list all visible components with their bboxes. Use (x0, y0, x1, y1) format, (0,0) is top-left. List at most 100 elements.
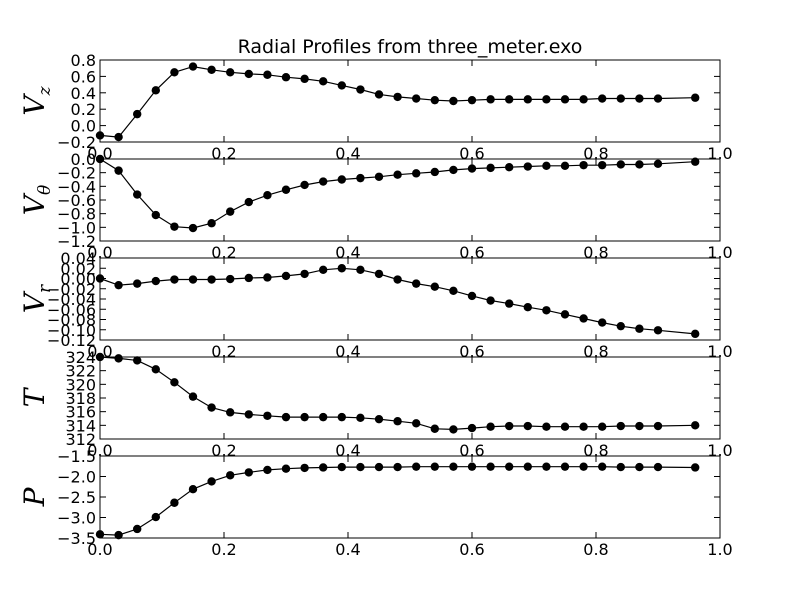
data-point (319, 463, 328, 472)
y-tick-label: 0.0 (71, 150, 96, 169)
data-point (319, 265, 328, 274)
data-point (244, 273, 253, 283)
subplot-3: 0.0 0.2 0.4 0.6 0.8 1.0 −0.12−0.10−0.08−0.06−0… (18, 249, 733, 361)
x-tick-label: 0.4 (335, 243, 360, 262)
data-point (412, 169, 421, 178)
y-tick-label: −1.5 (57, 447, 96, 466)
data-point (430, 95, 439, 105)
data-point (449, 462, 458, 471)
data-point (542, 306, 551, 315)
y-tick-label: −3.0 (57, 509, 96, 528)
data-point (486, 95, 495, 104)
data-point (393, 275, 402, 284)
y-tick-label: −0.10 (47, 321, 96, 340)
data-point (393, 92, 402, 102)
data-point (300, 463, 309, 473)
data-point (356, 265, 365, 274)
y-tick-label: 0.00 (60, 270, 96, 289)
y-tick-label: −3.5 (57, 529, 96, 548)
y-tick-label: 314 (65, 416, 96, 435)
y-tick-label: 316 (65, 403, 96, 422)
data-point (579, 95, 588, 104)
data-point (449, 425, 458, 434)
data-point (653, 159, 663, 168)
data-point (207, 219, 216, 228)
y-tick-label: −0.8 (57, 205, 96, 224)
data-point (319, 412, 328, 422)
y-tick-label: 320 (65, 375, 96, 394)
data-point (598, 422, 607, 431)
data-point (95, 352, 105, 362)
data-point (319, 177, 328, 186)
y-tick-label: −0.4 (57, 177, 96, 196)
y-tick-label: −0.12 (47, 331, 96, 350)
data-point (635, 160, 644, 169)
y-axis-label-symbol: P (18, 486, 51, 507)
data-point (560, 95, 570, 104)
data-point (691, 329, 700, 339)
data-point (356, 173, 365, 183)
data-point (635, 94, 644, 103)
data-point (560, 310, 570, 319)
x-tick-label: 0.8 (583, 441, 608, 460)
x-tick-label: 0.0 (87, 342, 112, 361)
data-point (244, 410, 253, 419)
y-axis-label-symbol: V (18, 290, 51, 313)
data-point (598, 160, 607, 170)
data-point (505, 299, 514, 308)
data-point (300, 412, 309, 422)
data-point (467, 291, 477, 301)
data-point (505, 163, 514, 172)
y-axis-label-subscript: θ (35, 185, 55, 195)
y-tick-label: −2.5 (57, 488, 96, 507)
data-point (560, 422, 570, 431)
data-point (560, 161, 570, 171)
data-point (281, 412, 291, 422)
data-point (133, 356, 142, 365)
data-point (430, 462, 439, 471)
data-point (95, 274, 105, 283)
data-point (635, 462, 644, 472)
data-point (412, 279, 421, 288)
data-point (337, 264, 346, 273)
data-point (356, 413, 365, 423)
data-point (300, 180, 309, 190)
x-tick-label: 0.6 (459, 441, 484, 460)
data-point (133, 524, 142, 534)
data-point (244, 197, 253, 207)
data-point (523, 162, 532, 171)
data-point (281, 73, 291, 82)
data-point (95, 530, 105, 539)
data-point (616, 462, 625, 472)
y-tick-label: 324 (65, 348, 96, 367)
y-tick-label: 0.02 (60, 259, 96, 278)
y-tick-label: 0.0 (71, 117, 96, 136)
data-point (579, 462, 588, 471)
data-point (151, 365, 160, 374)
y-tick-label: 0.8 (71, 51, 96, 70)
data-point (263, 191, 272, 200)
data-point (244, 69, 253, 79)
data-point (356, 85, 365, 94)
data-point (207, 275, 216, 284)
data-point (226, 471, 235, 480)
data-point (374, 269, 384, 279)
data-point (486, 462, 495, 471)
data-point (170, 222, 179, 231)
x-tick-label: 0.2 (211, 342, 236, 361)
x-tick-label: 0.0 (87, 540, 112, 559)
y-tick-label: −1.2 (57, 232, 96, 251)
y-tick-label: −2.0 (57, 468, 96, 487)
x-tick-label: 0.4 (335, 342, 360, 361)
data-point (579, 422, 588, 431)
y-tick-label: 312 (65, 430, 96, 449)
data-point (542, 95, 551, 104)
y-axis-label: Vz (18, 85, 55, 115)
data-point (114, 132, 123, 142)
data-point (486, 422, 495, 431)
x-tick-label: 0.2 (211, 441, 236, 460)
data-point (170, 275, 179, 284)
x-tick-label: 0.0 (87, 144, 112, 163)
